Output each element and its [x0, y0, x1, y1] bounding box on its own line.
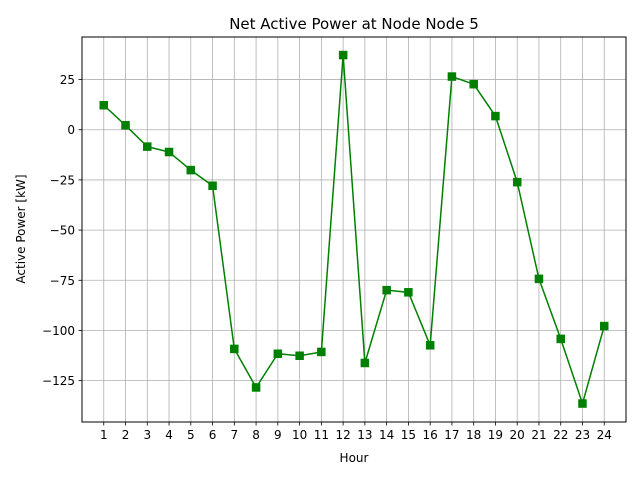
- x-tick-label: 18: [466, 428, 481, 442]
- x-tick-label: 2: [122, 428, 130, 442]
- data-point-marker: [447, 72, 457, 81]
- x-tick-label: 19: [488, 428, 503, 442]
- y-tick-label: −75: [50, 274, 75, 288]
- y-tick-label: −125: [42, 374, 75, 388]
- x-tick-label: 7: [230, 428, 238, 442]
- plot-frame: [81, 36, 627, 423]
- x-tick-label: 8: [252, 428, 260, 442]
- x-tick-label: 16: [423, 428, 438, 442]
- data-point-marker: [469, 79, 478, 89]
- data-point-marker: [338, 50, 348, 60]
- x-tick-label: 21: [531, 428, 546, 442]
- x-tick-label: 13: [357, 428, 372, 442]
- x-tick-label: 15: [401, 428, 416, 442]
- x-tick-label: 4: [165, 428, 173, 442]
- data-point-marker: [99, 100, 109, 110]
- x-tick-label: 9: [274, 428, 282, 442]
- x-tick-label: 6: [209, 428, 217, 442]
- data-point-marker: [491, 111, 500, 121]
- data-point-marker: [164, 147, 174, 157]
- x-tick-label: 5: [187, 428, 195, 442]
- x-axis: 1 2 3 4 5 6 7 8 9 10 11 12 13 14 15 16 17 18 19 20 21 22 23 24: [100, 422, 612, 442]
- data-point-marker: [599, 321, 609, 331]
- x-tick-label: 14: [379, 428, 394, 442]
- chart-title: Net Active Power at Node Node 5: [229, 15, 479, 33]
- data-point-marker: [295, 351, 304, 361]
- y-axis: 25 0 −25 −50 −75 −100 −125: [42, 73, 82, 388]
- x-tick-label: 1: [100, 428, 108, 442]
- y-tick-label: −25: [50, 173, 75, 187]
- data-point-marker: [251, 383, 261, 392]
- x-axis-label: Hour: [340, 451, 369, 465]
- x-tick-label: 24: [597, 428, 612, 442]
- data-point-marker: [578, 399, 587, 408]
- data-point-marker: [404, 288, 413, 297]
- y-tick-label: −100: [42, 324, 75, 338]
- data-point-marker: [143, 142, 152, 151]
- data-point-marker: [512, 177, 522, 187]
- data-point-marker: [273, 349, 283, 359]
- data-point-marker: [230, 344, 239, 354]
- x-tick-label: 10: [292, 428, 307, 442]
- data-point-marker: [382, 285, 391, 295]
- x-tick-label: 23: [575, 428, 590, 442]
- data-point-marker: [186, 165, 196, 175]
- x-tick-label: 3: [143, 428, 151, 442]
- data-point-marker: [556, 334, 565, 344]
- y-axis-label: Active Power [kW]: [14, 174, 28, 283]
- x-tick-label: 12: [335, 428, 350, 442]
- y-tick-label: 0: [67, 123, 75, 137]
- data-point-marker: [208, 181, 217, 190]
- x-tick-label: 20: [510, 428, 525, 442]
- data-point-marker: [121, 121, 130, 130]
- series-layer: [99, 50, 609, 408]
- data-point-marker: [425, 341, 435, 350]
- y-tick-label: 25: [60, 73, 75, 87]
- x-tick-label: 17: [444, 428, 459, 442]
- x-tick-label: 11: [314, 428, 329, 442]
- data-point-marker: [360, 358, 370, 368]
- x-tick-label: 22: [553, 428, 568, 442]
- data-point-marker: [534, 274, 544, 284]
- data-point-marker: [317, 347, 326, 357]
- y-tick-label: −50: [50, 224, 75, 238]
